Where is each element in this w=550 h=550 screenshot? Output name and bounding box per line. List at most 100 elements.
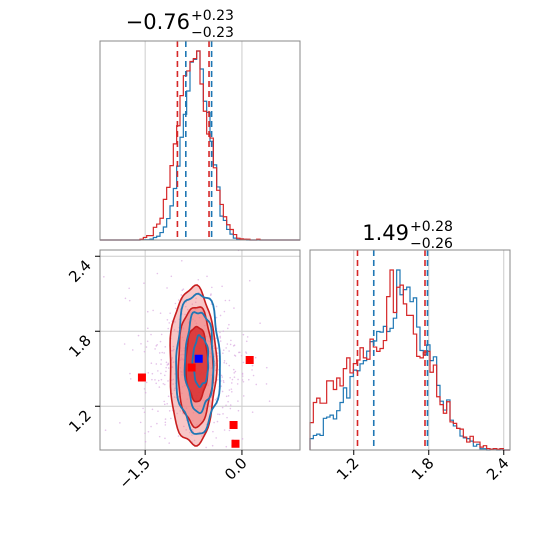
sample-point bbox=[233, 372, 236, 374]
sample-point bbox=[167, 327, 170, 330]
contour-plot-area bbox=[100, 250, 300, 495]
histogram-series-red bbox=[309, 269, 510, 451]
sample-point bbox=[123, 343, 126, 345]
contour-blue bbox=[183, 311, 215, 415]
sample-point bbox=[268, 400, 271, 402]
sample-point bbox=[227, 395, 230, 397]
sample-point bbox=[174, 373, 176, 375]
histogram-param1: −0.76 +0.23 −0.23 bbox=[99, 8, 301, 241]
sample-point bbox=[171, 392, 173, 395]
sample-point bbox=[172, 361, 175, 363]
sample-point bbox=[234, 370, 237, 373]
sample-point bbox=[225, 404, 227, 407]
sample-point bbox=[167, 457, 169, 459]
sample-point bbox=[223, 429, 226, 431]
sample-point bbox=[182, 288, 185, 290]
sample-point bbox=[223, 361, 226, 364]
sample-point bbox=[155, 345, 158, 347]
sample-point bbox=[221, 376, 224, 378]
sample-point bbox=[143, 388, 146, 390]
sample-point bbox=[242, 333, 245, 336]
sample-point bbox=[170, 275, 173, 278]
sample-point bbox=[217, 413, 219, 416]
sample-point bbox=[129, 378, 132, 380]
sample-point bbox=[166, 402, 168, 405]
tick-label-x: 1.2 bbox=[333, 454, 363, 484]
sample-point bbox=[160, 333, 163, 336]
sample-point bbox=[174, 302, 177, 305]
sample-point bbox=[160, 372, 162, 375]
sample-point bbox=[237, 409, 240, 412]
marker-red bbox=[231, 439, 240, 448]
title-param1-value: −0.76 bbox=[126, 10, 190, 34]
sample-point bbox=[223, 360, 226, 362]
sample-point bbox=[211, 444, 214, 447]
sample-point bbox=[251, 411, 254, 413]
sample-point bbox=[165, 361, 168, 364]
sample-point bbox=[242, 361, 245, 364]
sample-point bbox=[149, 458, 151, 460]
sample-point bbox=[223, 310, 226, 313]
sample-point bbox=[156, 422, 158, 425]
sample-point bbox=[104, 429, 107, 431]
sample-point bbox=[154, 467, 156, 469]
sample-point bbox=[215, 305, 218, 308]
marker-red bbox=[137, 373, 146, 382]
sample-point bbox=[143, 411, 146, 414]
sample-point bbox=[223, 460, 225, 462]
sample-point bbox=[164, 437, 166, 440]
sample-point bbox=[172, 345, 175, 348]
sample-point bbox=[151, 372, 154, 375]
sample-point bbox=[248, 279, 251, 282]
sample-point bbox=[159, 340, 162, 343]
sample-point bbox=[185, 429, 187, 431]
sample-point bbox=[167, 367, 170, 369]
sample-point bbox=[166, 318, 169, 321]
tick-label-y: 2.4 bbox=[65, 256, 95, 286]
sample-point bbox=[219, 337, 222, 339]
sample-point bbox=[137, 334, 140, 337]
sample-point bbox=[214, 364, 217, 366]
sample-point bbox=[265, 383, 268, 385]
sample-point bbox=[259, 322, 261, 324]
sample-point bbox=[160, 363, 162, 365]
sample-point bbox=[143, 282, 145, 284]
sample-point bbox=[173, 389, 176, 391]
sample-point bbox=[154, 348, 156, 350]
sample-point bbox=[219, 314, 222, 317]
sample-point bbox=[197, 278, 200, 281]
sample-point bbox=[177, 330, 179, 333]
sample-point bbox=[143, 350, 146, 353]
sample-point bbox=[219, 335, 221, 338]
sample-point bbox=[147, 371, 150, 374]
sample-point bbox=[228, 323, 230, 326]
sample-point bbox=[166, 287, 168, 289]
sample-point bbox=[181, 289, 184, 292]
sample-point bbox=[173, 348, 175, 351]
sample-point bbox=[227, 400, 229, 403]
sample-point bbox=[172, 378, 175, 381]
title-param1-err-minus: −0.23 bbox=[191, 25, 234, 41]
sample-point bbox=[231, 390, 233, 393]
sample-point bbox=[128, 287, 130, 290]
sample-point bbox=[189, 431, 191, 434]
sample-point bbox=[203, 474, 205, 476]
sample-point bbox=[241, 375, 244, 377]
sample-point bbox=[162, 382, 165, 385]
sample-point bbox=[220, 385, 223, 387]
axes-frame bbox=[99, 40, 301, 241]
sample-point bbox=[233, 354, 236, 357]
sample-point bbox=[226, 416, 228, 419]
sample-point bbox=[194, 301, 197, 304]
sample-point bbox=[222, 413, 224, 415]
tick-labels: −1.5 0.0 1.2 1.8 2.4 1.2 1.8 2.4 bbox=[65, 255, 513, 493]
contour-panel bbox=[99, 249, 301, 495]
sample-point bbox=[245, 352, 248, 354]
sample-point bbox=[124, 297, 127, 300]
sample-point bbox=[183, 425, 185, 428]
sample-point bbox=[227, 327, 229, 330]
sample-point bbox=[179, 457, 181, 459]
sample-point bbox=[166, 493, 168, 495]
sample-point bbox=[172, 349, 174, 352]
sample-point bbox=[221, 285, 223, 288]
